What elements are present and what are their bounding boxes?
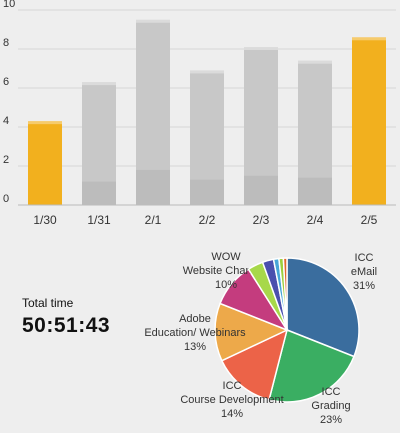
- y-tick-label: 8: [3, 37, 9, 49]
- bar-highlight: [136, 19, 170, 23]
- pie-slice[interactable]: [286, 257, 360, 358]
- pie-slice-label: 10%: [215, 279, 237, 291]
- pie-slice[interactable]: [214, 302, 289, 362]
- pie-slice-label: WOW: [211, 251, 241, 263]
- total-time-panel: Total time 50:51:43: [22, 296, 110, 338]
- bar-highlight: [28, 121, 62, 125]
- bar[interactable]: [28, 121, 62, 205]
- category-pie-chart: ICC eMail 31% ICC Grading 23% ICC Course Develo…: [144, 251, 377, 426]
- bar-base-segment: [244, 175, 278, 205]
- pie-slice-label: 14%: [221, 408, 243, 420]
- total-time-label: Total time: [22, 296, 74, 310]
- x-tick-label: 2/3: [253, 213, 270, 227]
- bar-highlight: [298, 60, 332, 64]
- x-tick-label: 2/2: [199, 213, 216, 227]
- bar-highlight: [244, 47, 278, 51]
- bar[interactable]: [352, 37, 386, 205]
- pie-slice-label: Grading: [311, 400, 350, 412]
- y-tick-label: 2: [3, 154, 9, 166]
- pie-slice-label: Website Changes: [183, 265, 270, 277]
- bar-base-segment: [82, 181, 116, 205]
- bar-highlight: [352, 37, 386, 41]
- bar-base-segment: [298, 177, 332, 205]
- pie-slice-label: ICC: [322, 386, 341, 398]
- x-tick-label: 2/1: [145, 213, 162, 227]
- pie-slice-label: 31%: [353, 280, 375, 292]
- y-tick-label: 4: [3, 115, 9, 127]
- x-tick-label: 2/5: [361, 213, 378, 227]
- y-tick-label: 6: [3, 76, 9, 88]
- pie-slice-label: ICC: [355, 252, 374, 264]
- pie-slice[interactable]: [268, 328, 355, 403]
- pie-slice-label: eMail: [351, 266, 377, 278]
- x-tick-label: 1/31: [87, 213, 111, 227]
- pie-slice-label: Adobe: [179, 313, 211, 325]
- pie-slice[interactable]: [220, 328, 289, 401]
- y-tick-label: 0: [3, 193, 9, 205]
- y-tick-label: 10: [3, 0, 15, 10]
- pie-slice-label: ICC: [223, 380, 242, 392]
- x-tick-label: 1/30: [33, 213, 57, 227]
- bar-highlight: [190, 70, 224, 74]
- bar-base-segment: [136, 169, 170, 205]
- pie-slice-label: 13%: [184, 341, 206, 353]
- bar-base-segment: [190, 179, 224, 205]
- pie-slice-label: Course Development: [180, 394, 283, 406]
- total-time-value: 50:51:43: [22, 314, 111, 337]
- pie-slice-label: 23%: [320, 414, 342, 426]
- bar-highlight: [82, 82, 116, 86]
- pie-slice-label: Education/ Webinars: [144, 327, 246, 339]
- daily-bar-chart: 0 2 4 6 8 10 1/30 1/31 2/1 2/2 2/3 2/4 2/5: [3, 0, 396, 227]
- x-tick-label: 2/4: [307, 213, 324, 227]
- pie-slice[interactable]: [282, 257, 288, 331]
